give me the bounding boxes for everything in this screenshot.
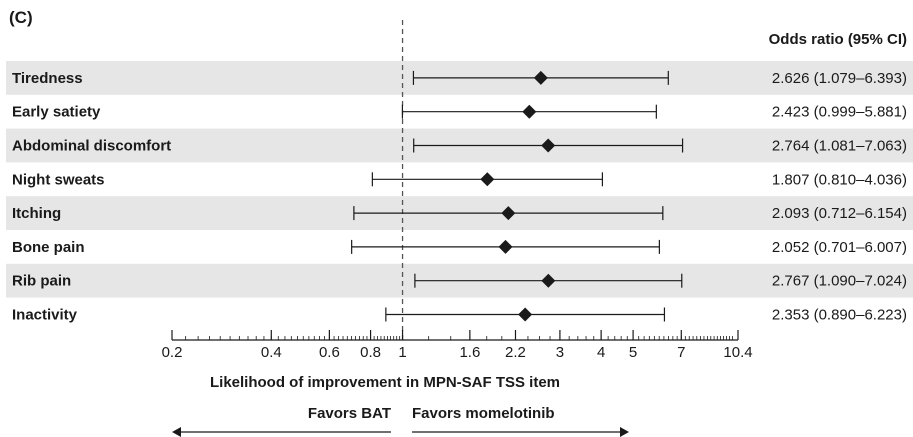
odds-ratio-marker — [541, 138, 556, 153]
row-label: Bone pain — [12, 239, 85, 256]
x-tick-label: 7 — [677, 344, 685, 361]
odds-ratio-text: 1.807 (0.810–4.036) — [772, 171, 907, 188]
row-labels: Tiredness Early satiety Abdominal discomfo… — [12, 70, 171, 324]
odds-ratio-marker — [522, 104, 537, 119]
x-axis: 0.2 0.4 0.6 0.8 1 1.6 2.2 3 4 5 7 10.4 — [162, 330, 753, 361]
row-label: Abdominal discomfort — [12, 138, 171, 155]
x-axis-label: Likelihood of improvement in MPN-SAF TSS… — [210, 374, 560, 391]
odds-ratio-values: 2.626 (1.079–6.393) 2.423 (0.999–5.881) 2.… — [772, 70, 907, 324]
x-tick-label: 0.6 — [319, 344, 340, 361]
x-tick-label: 0.4 — [261, 344, 282, 361]
x-tick-label: 1.6 — [459, 344, 480, 361]
odds-ratio-column-header: Odds ratio (95% CI) — [769, 31, 907, 48]
row-label: Tiredness — [12, 70, 83, 87]
odds-ratio-text: 2.626 (1.079–6.393) — [772, 70, 907, 87]
x-tick-label: 4 — [597, 344, 605, 361]
odds-ratio-text: 2.052 (0.701–6.007) — [772, 239, 907, 256]
row-label: Early satiety — [12, 104, 101, 121]
odds-ratio-marker — [541, 273, 556, 288]
odds-ratio-marker — [501, 206, 516, 221]
row-label: Night sweats — [12, 171, 105, 188]
x-tick-label: 5 — [629, 344, 637, 361]
odds-ratio-marker — [518, 307, 533, 322]
odds-ratio-marker — [480, 172, 495, 187]
x-tick-label: 2.2 — [505, 344, 526, 361]
favors-bat-label: Favors BAT — [308, 405, 391, 422]
odds-ratio-marker — [533, 70, 548, 85]
odds-ratio-text: 2.353 (0.890–6.223) — [772, 307, 907, 324]
favors-momelotinib-label: Favors momelotinib — [412, 405, 555, 422]
odds-ratio-text: 2.093 (0.712–6.154) — [772, 205, 907, 222]
favors-momelotinib-arrowhead — [620, 427, 629, 437]
row-label: Itching — [12, 205, 61, 222]
direction-arrows — [172, 427, 629, 437]
panel-label: (C) — [9, 8, 33, 27]
x-tick-label: 10.4 — [723, 344, 752, 361]
x-tick-label: 0.2 — [162, 344, 183, 361]
x-tick-label: 0.8 — [360, 344, 381, 361]
row-label: Rib pain — [12, 273, 71, 290]
odds-ratio-text: 2.767 (1.090–7.024) — [772, 273, 907, 290]
odds-ratio-text: 2.423 (0.999–5.881) — [772, 104, 907, 121]
x-tick-label: 3 — [556, 344, 564, 361]
x-tick-label: 1 — [398, 344, 406, 361]
confidence-intervals — [351, 70, 684, 322]
odds-ratio-marker — [498, 239, 513, 254]
row-label: Inactivity — [12, 307, 78, 324]
odds-ratio-text: 2.764 (1.081–7.063) — [772, 138, 907, 155]
favors-bat-arrowhead — [172, 427, 181, 437]
